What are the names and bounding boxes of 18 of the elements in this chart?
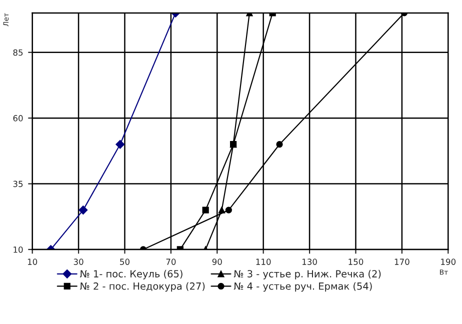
x-tick-label: 10 <box>28 258 38 265</box>
legend-label: № 3 - устье р. Ниж. Речка (2) <box>234 270 381 280</box>
x-tick-label: 170 <box>394 258 410 265</box>
x-tick-label: 190 <box>441 258 456 265</box>
x-tick-label: 70 <box>166 258 176 265</box>
x-tick-label: 150 <box>348 258 364 265</box>
x-tick-label: 30 <box>74 258 84 265</box>
x-tick-label: 50 <box>120 258 130 265</box>
y-tick-label: 10 <box>14 246 23 253</box>
legend-label: № 1- пос. Кеуль (65) <box>80 270 182 280</box>
y-tick-label: 85 <box>13 49 23 56</box>
y-tick-label: 35 <box>13 180 23 188</box>
x-tick-label: 130 <box>302 258 317 265</box>
legend-label: № 2 - пос. Недокура (27) <box>80 282 205 292</box>
legend-label: № 4 - устье руч. Ермак (54) <box>234 282 372 292</box>
x-tick-label: 110 <box>256 258 271 265</box>
y-tick-label: 60 <box>13 115 23 122</box>
x-tick-label: 90 <box>212 258 222 265</box>
